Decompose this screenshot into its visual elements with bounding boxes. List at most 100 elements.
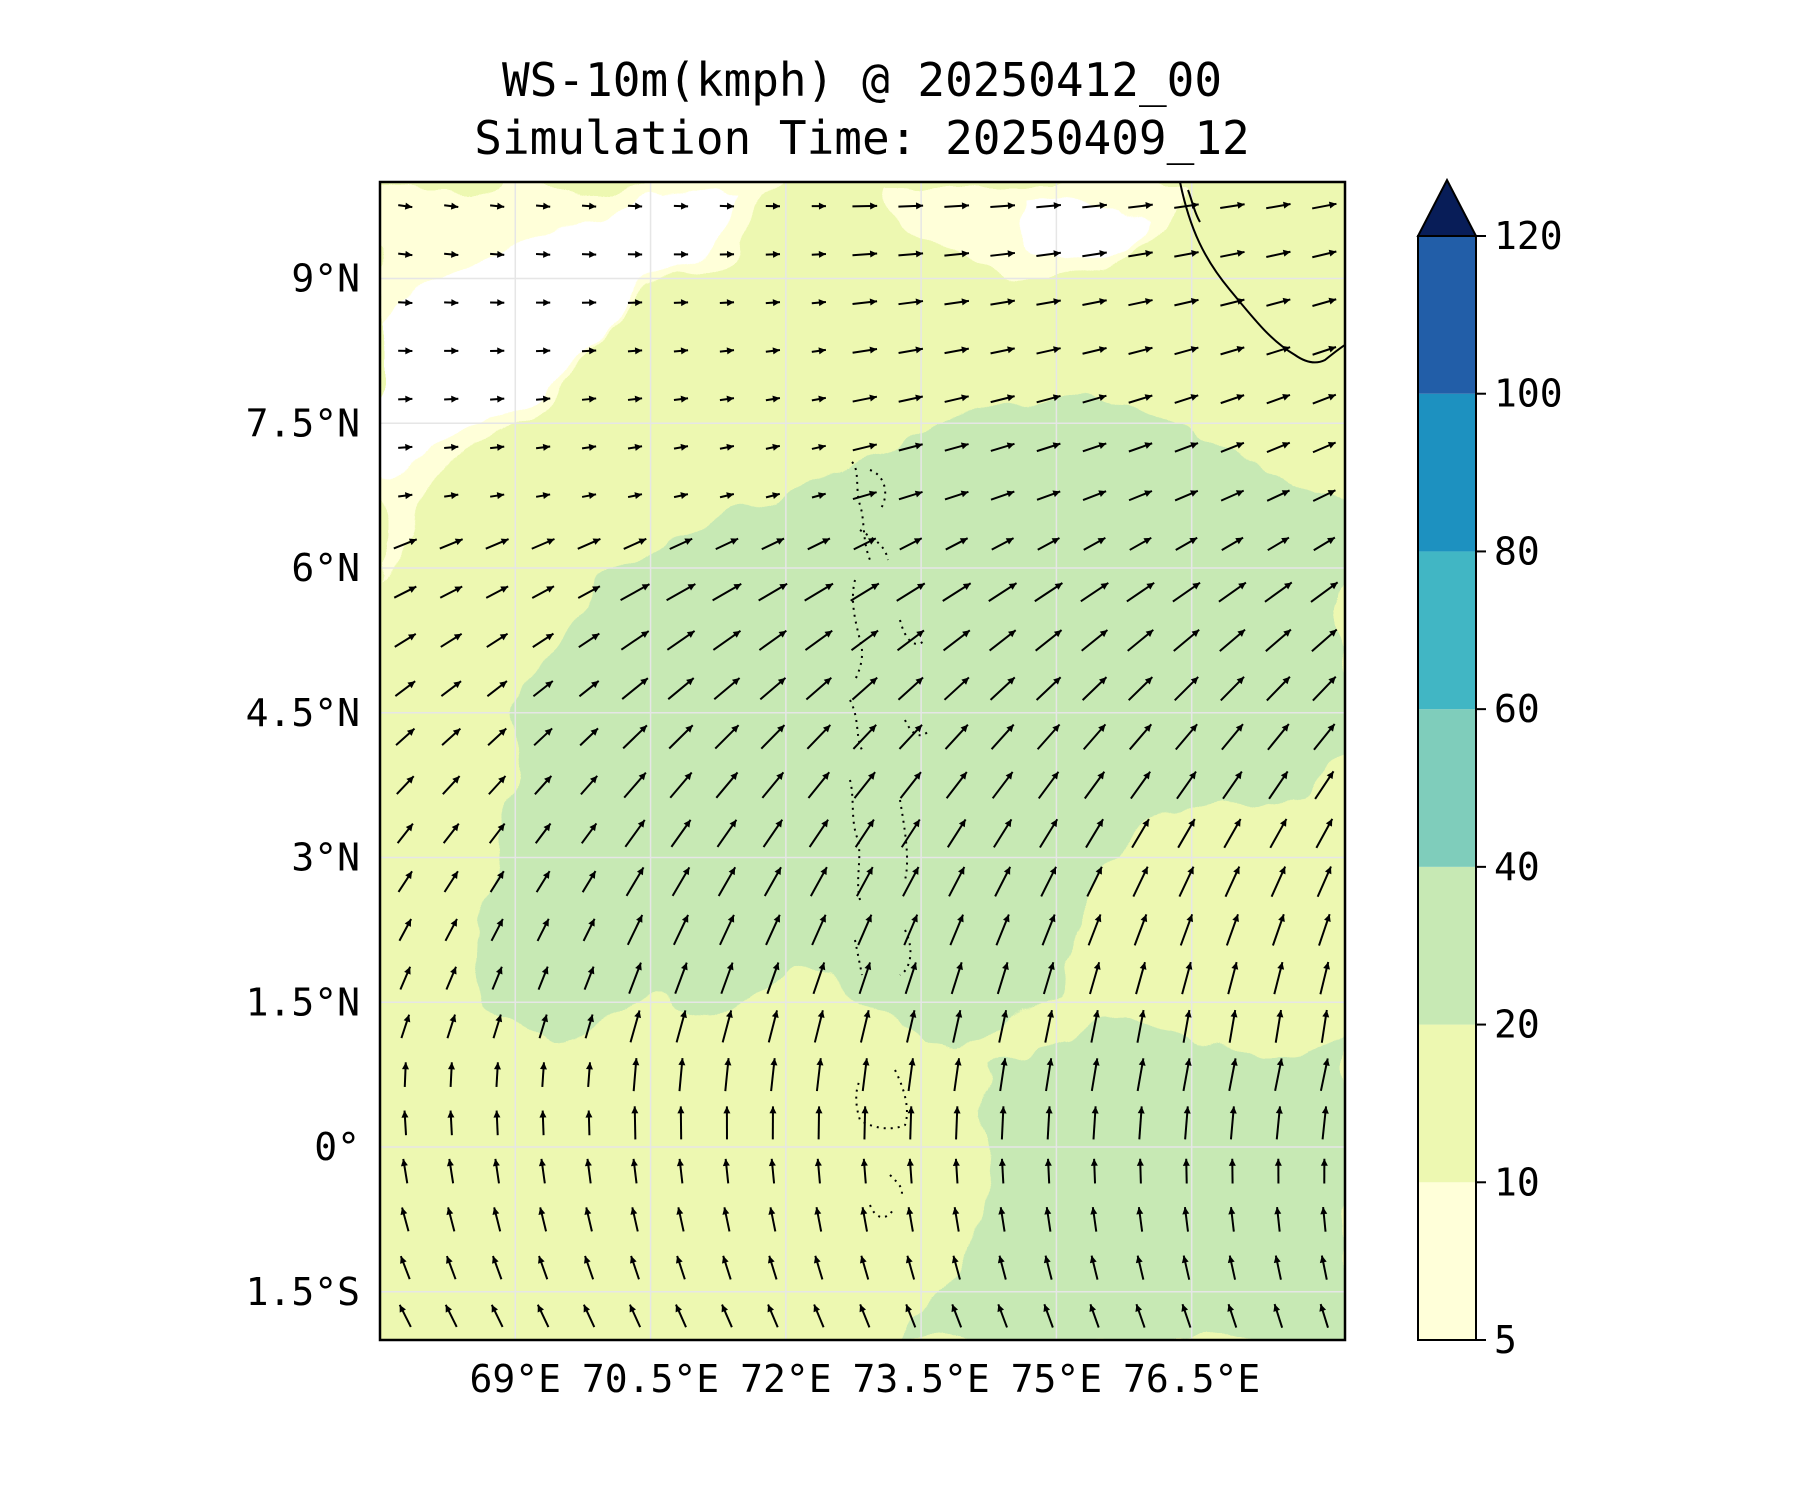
wind-arrow (485, 585, 509, 599)
atoll-addu (869, 1204, 894, 1219)
wind-arrow (998, 1009, 1009, 1043)
wind-arrow (1312, 249, 1337, 259)
wind-arrow (1128, 250, 1153, 258)
wind-arrow (1177, 818, 1196, 849)
wind-arrow (447, 1110, 455, 1136)
wind-arrow (852, 394, 878, 403)
wind-arrow (715, 771, 739, 799)
wind-arrow (673, 443, 689, 451)
wind-arrow (1312, 201, 1337, 210)
wind-arrow (1181, 1303, 1192, 1328)
wind-arrow (1220, 201, 1245, 210)
wind-arrow (805, 677, 832, 701)
wind-arrow (535, 250, 551, 258)
wind-arrow (490, 202, 505, 210)
atoll-south-1 (899, 929, 912, 976)
wind-arrow (1137, 1106, 1145, 1140)
wind-arrow (1225, 913, 1239, 946)
wind-arrow (997, 1303, 1008, 1328)
wind-arrow (899, 771, 922, 799)
wind-arrow (1128, 298, 1153, 307)
wind-arrow (813, 1255, 824, 1280)
wind-arrow (1227, 1303, 1238, 1328)
wind-arrow (1091, 1106, 1099, 1140)
wind-arrow (1266, 249, 1291, 258)
wind-arrow (719, 914, 735, 946)
wind-arrow (990, 723, 1015, 750)
wind-arrow (905, 1255, 916, 1280)
wind-arrow (628, 962, 642, 994)
wind-arrow (1174, 394, 1199, 404)
wind-arrow (1175, 723, 1198, 751)
wind-arrow (669, 537, 693, 550)
wind-arrow (630, 1158, 638, 1184)
wind-arrow (1127, 676, 1154, 701)
wind-arrow (538, 1255, 549, 1280)
wind-arrow (398, 395, 413, 403)
wind-arrow (996, 962, 1009, 995)
colorbar-label: 20 (1494, 1003, 1540, 1047)
wind-arrow (580, 775, 598, 796)
wind-arrow (1090, 1158, 1098, 1184)
wind-arrow (723, 1106, 731, 1140)
wind-arrow (1045, 1058, 1054, 1092)
wind-arrow (1090, 1009, 1100, 1043)
x-tick-label: 76.5°E (1123, 1357, 1260, 1401)
colorbar-label: 5 (1494, 1318, 1517, 1362)
wind-arrow (717, 866, 737, 897)
wind-arrow (1172, 581, 1201, 603)
wind-arrow (1035, 676, 1062, 701)
wind-arrow (759, 677, 787, 701)
wind-arrow (585, 1110, 593, 1136)
wind-arrow (907, 1106, 915, 1140)
wind-arrow (536, 1304, 550, 1328)
wind-arrow (1081, 676, 1108, 701)
wind-arrow (719, 299, 735, 307)
wind-arrow (721, 1304, 733, 1328)
wind-arrow (853, 537, 877, 551)
wind-arrow (813, 1304, 825, 1328)
wind-arrow (398, 443, 413, 451)
wind-arrow (952, 1010, 963, 1043)
wind-arrow (1036, 202, 1061, 210)
x-tick-label: 69°E (470, 1357, 562, 1401)
wind-arrow (396, 823, 414, 844)
wind-arrow (1313, 723, 1336, 751)
wind-arrow (1312, 489, 1336, 502)
wind-arrow (1128, 346, 1153, 355)
wind-arrow (905, 1304, 917, 1328)
wind-arrow (398, 202, 413, 210)
wind-arrow (442, 822, 460, 844)
wind-arrow (852, 298, 878, 306)
colorbar-frame (1417, 235, 1477, 1341)
wind-arrow (811, 347, 827, 355)
y-tick-label: 7.5°N (246, 401, 360, 445)
wind-arrow (1042, 961, 1055, 995)
wind-arrow (1174, 346, 1199, 356)
y-tick-label: 0° (314, 1125, 360, 1169)
wind-arrow (678, 1058, 686, 1092)
wind-arrow (944, 442, 969, 452)
wind-arrow (712, 582, 742, 602)
wind-arrow (1126, 581, 1155, 603)
wind-arrow (632, 1058, 640, 1092)
wind-arrow (396, 775, 415, 795)
wind-arrow (535, 202, 551, 210)
wind-arrow (1129, 536, 1152, 551)
wind-arrow (1228, 1158, 1236, 1184)
wind-arrow (811, 492, 826, 499)
x-tick-label: 75°E (1011, 1357, 1103, 1401)
wind-arrow (581, 299, 597, 307)
wind-arrow (761, 771, 785, 799)
wind-arrow (760, 724, 786, 750)
wind-arrow (1320, 1158, 1328, 1184)
wind-arrow (1312, 675, 1337, 702)
wind-arrow (492, 1255, 503, 1280)
wind-arrow (445, 1255, 457, 1280)
wind-arrow (1040, 866, 1057, 897)
wind-arrow (627, 250, 643, 258)
wind-arrow (1182, 1158, 1190, 1184)
maldives-atolls (849, 461, 931, 1219)
wind-arrow (949, 914, 964, 946)
wind-arrow (1084, 771, 1106, 800)
